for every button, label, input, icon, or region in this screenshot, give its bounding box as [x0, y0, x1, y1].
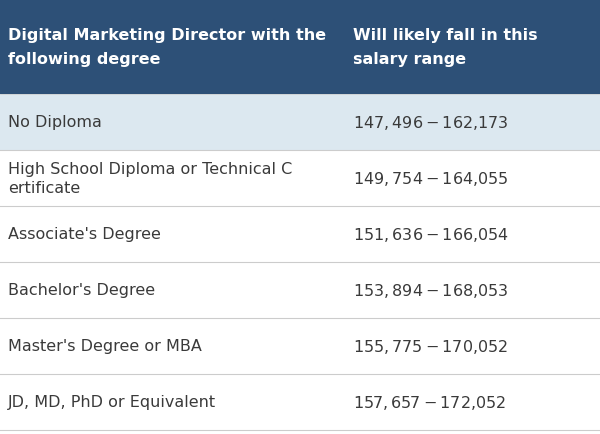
Text: JD, MD, PhD or Equivalent: JD, MD, PhD or Equivalent — [8, 395, 216, 410]
Bar — [0, 0, 600, 95]
Bar — [0, 263, 600, 318]
Text: $147,496 - $162,173: $147,496 - $162,173 — [353, 114, 509, 132]
Text: $155,775 - $170,052: $155,775 - $170,052 — [353, 337, 508, 355]
Text: Will likely fall in this
salary range: Will likely fall in this salary range — [353, 28, 538, 67]
Text: $157,657 - $172,052: $157,657 - $172,052 — [353, 393, 506, 411]
Text: Associate's Degree: Associate's Degree — [8, 227, 161, 242]
Bar — [0, 151, 600, 207]
Text: High School Diploma or Technical C
ertificate: High School Diploma or Technical C ertif… — [8, 161, 292, 196]
Bar — [0, 95, 600, 151]
Text: No Diploma: No Diploma — [8, 115, 102, 130]
Bar — [0, 207, 600, 263]
Text: Master's Degree or MBA: Master's Degree or MBA — [8, 339, 202, 354]
Text: $149,754 - $164,055: $149,754 - $164,055 — [353, 170, 509, 187]
Bar — [0, 374, 600, 430]
Text: $151,636 - $166,054: $151,636 - $166,054 — [353, 226, 509, 243]
Text: $153,894 - $168,053: $153,894 - $168,053 — [353, 281, 509, 299]
Text: Bachelor's Degree: Bachelor's Degree — [8, 283, 155, 298]
Bar — [0, 318, 600, 374]
Text: Digital Marketing Director with the
following degree: Digital Marketing Director with the foll… — [8, 28, 326, 67]
